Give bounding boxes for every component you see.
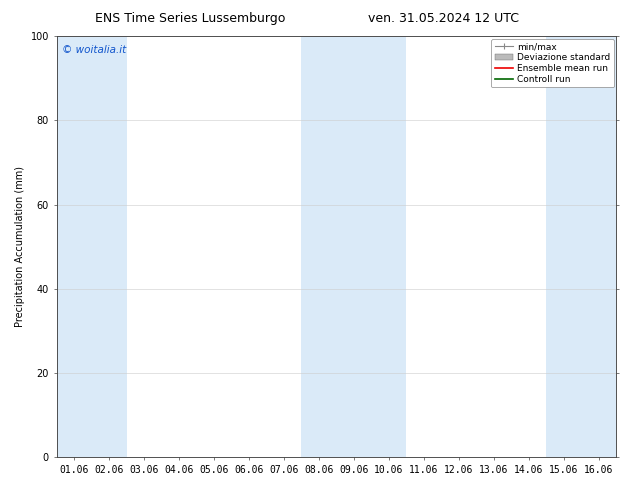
Text: ven. 31.05.2024 12 UTC: ven. 31.05.2024 12 UTC bbox=[368, 12, 519, 25]
Bar bbox=[301, 36, 406, 457]
Text: ENS Time Series Lussemburgo: ENS Time Series Lussemburgo bbox=[95, 12, 285, 25]
Y-axis label: Precipitation Accumulation (mm): Precipitation Accumulation (mm) bbox=[15, 166, 25, 327]
Bar bbox=[56, 36, 127, 457]
Text: © woitalia.it: © woitalia.it bbox=[62, 45, 126, 54]
Legend: min/max, Deviazione standard, Ensemble mean run, Controll run: min/max, Deviazione standard, Ensemble m… bbox=[491, 39, 614, 88]
Bar bbox=[547, 36, 616, 457]
